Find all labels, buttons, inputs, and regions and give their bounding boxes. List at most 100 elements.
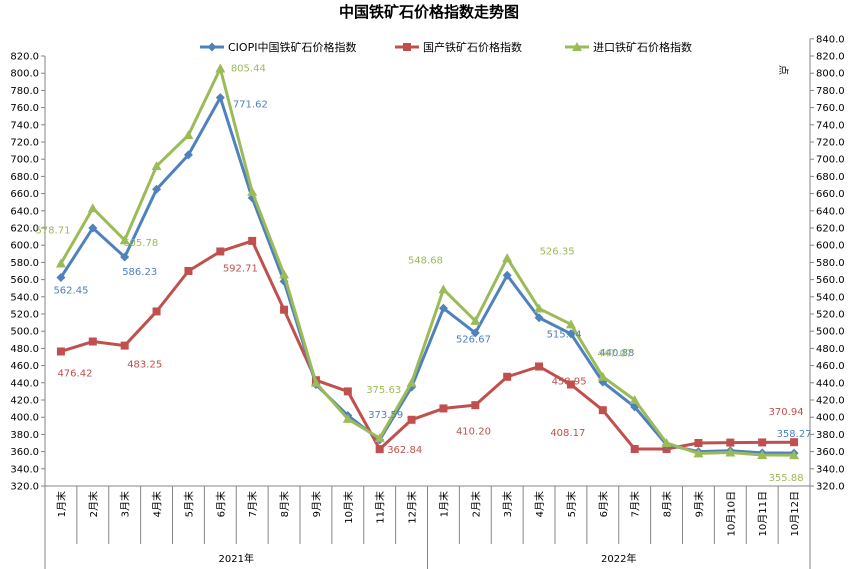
y-tick-label-right: 640.0 — [816, 206, 845, 217]
data-label: 355.88 — [769, 473, 804, 484]
data-label: 375.63 — [366, 385, 401, 396]
data-label: 578.71 — [35, 226, 70, 237]
data-label: 408.17 — [550, 428, 585, 439]
data-label: 548.68 — [408, 255, 443, 266]
x-tick-label: 10月末 — [342, 491, 355, 524]
legend: CIOPI中国铁矿石价格指数 国产铁矿石价格指数 进口铁矿石价格指数 — [200, 40, 692, 54]
data-point — [403, 43, 411, 51]
y-tick-label-left: 420.0 — [10, 396, 39, 407]
data-label: 562.45 — [53, 285, 88, 296]
data-point — [152, 184, 162, 194]
y-tick-label-left: 500.0 — [10, 327, 39, 338]
data-label: 592.71 — [223, 263, 258, 274]
x-tick-label: 5月末 — [565, 491, 578, 517]
data-point — [183, 150, 193, 160]
y-tick-label-left: 720.0 — [10, 138, 39, 149]
x-tick-label: 8月末 — [661, 491, 674, 517]
y-tick-label-right: 780.0 — [816, 86, 845, 97]
x-tick-label: 6月末 — [597, 491, 610, 517]
y-tick-label-right: 360.0 — [816, 447, 845, 458]
data-point — [725, 447, 736, 457]
x-tick-label: 4月末 — [533, 491, 546, 517]
data-label: 586.23 — [122, 267, 157, 278]
y-tick-label-left: 660.0 — [10, 189, 39, 200]
y2-unit-label: 点 — [777, 65, 789, 75]
y-tick-label-right: 700.0 — [816, 155, 845, 166]
legend-item: 国产铁矿石价格指数 — [395, 40, 522, 54]
x-tick-label: 9月末 — [310, 491, 323, 517]
y-tick-label-left: 560.0 — [10, 275, 39, 286]
y-tick-label-right: 340.0 — [816, 464, 845, 475]
x-tick-label: 6月末 — [214, 491, 227, 517]
y-tick-label-right: 840.0 — [816, 34, 845, 45]
y-tick-label-left: 440.0 — [10, 378, 39, 389]
y-tick-label-left: 780.0 — [10, 86, 39, 97]
y-tick-label-left: 360.0 — [10, 447, 39, 458]
data-point — [120, 252, 130, 262]
data-label: 458.95 — [552, 377, 587, 388]
data-point — [55, 258, 66, 268]
y-tick-label-right: 380.0 — [816, 430, 845, 441]
data-point — [216, 247, 225, 256]
chart-title: 中国铁矿石价格指数走势图 — [339, 3, 519, 21]
data-point — [470, 315, 481, 325]
x-tick-label: 8月末 — [278, 491, 291, 517]
legend-item: 进口铁矿石价格指数 — [565, 40, 692, 54]
data-label: 410.20 — [456, 426, 491, 437]
y-tick-label-right: 460.0 — [816, 361, 845, 372]
data-point — [343, 387, 352, 396]
data-point — [439, 404, 448, 413]
x-tick-label: 5月末 — [182, 491, 195, 517]
y-tick-label-left: 620.0 — [10, 224, 39, 235]
y-tick-label-left: 320.0 — [10, 482, 39, 493]
data-point — [438, 284, 449, 294]
data-label: 805.44 — [231, 64, 266, 75]
data-label: 526.35 — [540, 247, 575, 258]
y-tick-label-right: 680.0 — [816, 172, 845, 183]
data-label: 483.25 — [127, 360, 162, 371]
data-point — [598, 406, 607, 415]
data-point — [790, 438, 799, 447]
y-tick-label-left: 700.0 — [10, 155, 39, 166]
x-tick-label: 3月末 — [119, 491, 132, 517]
data-point — [56, 272, 66, 282]
y-tick-label-left: 760.0 — [10, 103, 39, 114]
x-tick-label: 10月12日 — [789, 491, 801, 536]
y-tick-label-left: 580.0 — [10, 258, 39, 269]
data-label: 476.42 — [57, 368, 92, 379]
data-point — [215, 93, 225, 103]
y-tick-label-right: 520.0 — [816, 310, 845, 321]
data-point — [565, 319, 576, 329]
data-point — [279, 269, 290, 279]
y-tick-label-left: 740.0 — [10, 120, 39, 131]
x-tick-label: 1月末 — [55, 491, 68, 517]
data-point — [183, 130, 194, 140]
data-point — [693, 448, 704, 458]
data-point — [119, 235, 130, 245]
y-tick-label-left: 800.0 — [10, 69, 39, 80]
data-label: 358.27 — [777, 429, 812, 440]
data-point — [407, 415, 416, 424]
y-tick-label-left: 600.0 — [10, 241, 39, 252]
x-tick-label: 7月末 — [629, 491, 642, 517]
x-tick-label: 2月末 — [87, 491, 100, 517]
x-tick-label: 3月末 — [501, 491, 514, 517]
data-label: 370.94 — [769, 407, 804, 418]
y-tick-label-left: 480.0 — [10, 344, 39, 355]
data-point — [56, 347, 65, 356]
data-point — [438, 303, 448, 313]
data-point — [375, 445, 384, 454]
data-point — [630, 445, 639, 454]
data-point — [566, 380, 575, 389]
y-tick-label-left: 400.0 — [10, 413, 39, 424]
data-point — [502, 270, 512, 280]
data-label: 440.88 — [599, 348, 634, 359]
data-label: 362.84 — [387, 445, 422, 456]
data-point — [207, 42, 217, 52]
y-tick-label-right: 420.0 — [816, 396, 845, 407]
y-tick-label-left: 640.0 — [10, 206, 39, 217]
y-tick-label-right: 660.0 — [816, 189, 845, 200]
y-tick-label-right: 820.0 — [816, 52, 845, 63]
series-line — [59, 67, 795, 457]
